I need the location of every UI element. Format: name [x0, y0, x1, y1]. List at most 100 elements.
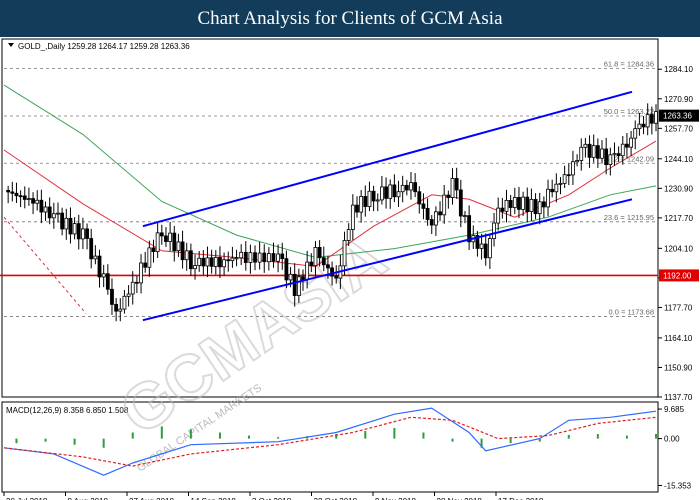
candle-body [105, 273, 110, 290]
price-chart: GOLD_,Daily 1259.28 1264.17 1259.28 1263… [0, 38, 699, 500]
candle-body [558, 182, 563, 185]
candle-body [93, 255, 98, 260]
candle-body [500, 207, 505, 212]
macd-histogram-bar [422, 432, 425, 439]
candle-body [529, 199, 534, 212]
candle-body [566, 174, 571, 177]
channel-upper-line [142, 90, 633, 228]
candle-body [317, 247, 322, 259]
candle-body [600, 148, 604, 159]
candle-body [76, 223, 81, 240]
candle-body [6, 189, 11, 193]
candle-body [363, 196, 368, 207]
candle-body [541, 201, 546, 208]
x-tick-label-5: 22 Oct 2018 [314, 497, 358, 500]
candle-body [27, 198, 31, 200]
candle-body [463, 215, 467, 217]
candle-body [313, 247, 318, 267]
candle-body [159, 232, 164, 237]
macd-histogram-bar [509, 438, 512, 444]
channel-lower-line [142, 198, 633, 322]
candle-body [413, 182, 418, 193]
macd-signal-line [3, 416, 657, 467]
candle-body [396, 191, 401, 198]
candle-body [301, 276, 305, 281]
candle-body [193, 265, 197, 270]
candle-body [292, 273, 297, 296]
candle-body [604, 148, 609, 166]
candle-body [571, 161, 575, 176]
macd-histogram-bar [218, 432, 221, 439]
candle-body [400, 184, 405, 193]
candle-body [226, 259, 231, 262]
candle-body [205, 257, 210, 267]
candle-body [546, 188, 550, 208]
candle-body [134, 281, 139, 284]
candle-body [172, 232, 177, 252]
candle-body [550, 188, 555, 193]
candle-body [625, 143, 629, 148]
candle-body [629, 137, 633, 148]
candle-body [409, 182, 413, 191]
y-tick-label-4: 1230.90 [664, 184, 693, 193]
candle-body [533, 199, 538, 215]
candle-body [257, 252, 262, 263]
candle-body [253, 252, 257, 263]
candle-body [483, 243, 488, 259]
candle-body [355, 204, 359, 213]
candle-body [68, 217, 73, 235]
candle-body [201, 257, 206, 267]
candle-body [359, 196, 364, 213]
candle-body [525, 196, 530, 212]
macd-histogram-bar [73, 438, 76, 445]
candle-body [151, 247, 156, 253]
candle-body [620, 143, 625, 157]
candle-body [404, 184, 409, 191]
candle-body [188, 250, 193, 270]
candle-body [266, 253, 271, 263]
candle-body [371, 190, 376, 202]
candle-body [342, 240, 347, 267]
candle-body [101, 273, 106, 278]
candle-body [504, 199, 509, 212]
candle-body [64, 217, 69, 230]
candle-body [248, 252, 253, 263]
candle-body [587, 143, 592, 158]
candle-body [446, 194, 451, 198]
candle-body [575, 160, 579, 163]
candle-body [450, 178, 455, 198]
fib-label-2: 38.2 = 1242.09 [604, 154, 654, 163]
candle-body [438, 211, 442, 216]
fib-label-1: 50.0 = 1263.22 [604, 107, 654, 116]
candle-body [583, 143, 588, 148]
candle-body [346, 229, 351, 241]
macd-histogram-bar [131, 432, 134, 439]
x-tick-label-6: 9 Nov 2018 [375, 497, 416, 500]
candle-body [512, 197, 517, 208]
candle-body [442, 194, 447, 216]
candle-body [554, 183, 559, 193]
candle-body [276, 253, 280, 262]
macd-histogram-bar [102, 438, 105, 448]
candle-body [139, 262, 143, 284]
candle-body [458, 189, 463, 217]
candle-body [521, 196, 526, 210]
candle-body [475, 235, 480, 249]
candle-body [39, 199, 44, 213]
candle-body [168, 232, 173, 242]
x-tick-label-0: 20 Jul 2018 [6, 497, 48, 500]
y-tick-label-6: 1204.10 [664, 244, 693, 253]
candle-body [637, 123, 642, 130]
y-tick-label-5: 1217.70 [664, 214, 693, 223]
candle-body [388, 184, 393, 199]
collapse-triangle-icon[interactable] [8, 43, 14, 47]
macd-y-tick-label-0: 9.685 [664, 405, 685, 414]
macd-histogram-bar [480, 438, 483, 448]
candle-body [492, 222, 496, 239]
candle-body [612, 153, 617, 156]
candle-body [326, 264, 330, 269]
x-tick-label-3: 14 Sep 2018 [191, 497, 237, 500]
candle-body [645, 114, 650, 128]
candle-body [280, 253, 285, 260]
candle-body [330, 267, 334, 277]
